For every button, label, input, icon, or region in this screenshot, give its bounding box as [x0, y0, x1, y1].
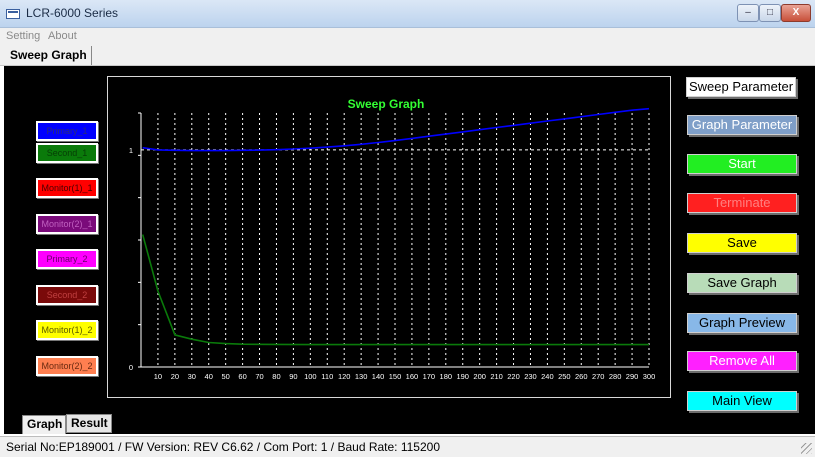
x-tick-label: 290	[626, 372, 639, 381]
series-button-second-2[interactable]: Second_2	[36, 285, 98, 305]
series-button-monitor1-2[interactable]: Monitor(1)_2	[36, 320, 98, 340]
x-tick-label: 270	[592, 372, 605, 381]
window-title: LCR-6000 Series	[26, 6, 119, 20]
save-graph-button[interactable]: Save Graph	[687, 273, 797, 293]
x-tick-label: 150	[389, 372, 402, 381]
chart-title: Sweep Graph	[348, 97, 425, 111]
app-icon	[6, 9, 20, 19]
top-tab-bar: Sweep Graph	[0, 44, 815, 66]
remove-all-button[interactable]: Remove All	[687, 351, 797, 371]
x-tick-label: 60	[238, 372, 246, 381]
tab-result[interactable]: Result	[66, 414, 112, 433]
terminate-button[interactable]: Terminate	[687, 193, 797, 213]
x-tick-label: 260	[575, 372, 588, 381]
series-line-2	[141, 234, 649, 346]
x-tick-label: 180	[440, 372, 453, 381]
x-tick-label: 200	[473, 372, 486, 381]
x-tick-label: 10	[154, 372, 162, 381]
menu-about[interactable]: About	[48, 30, 77, 42]
series-button-monitor2-2[interactable]: Monitor(2)_2	[36, 356, 98, 376]
graph-preview-button[interactable]: Graph Preview	[687, 313, 797, 333]
resize-grip-icon[interactable]	[801, 443, 812, 454]
x-tick-label: 130	[355, 372, 368, 381]
x-tick-label: 80	[272, 372, 280, 381]
x-tick-label: 30	[188, 372, 196, 381]
x-tick-label: 110	[321, 372, 333, 381]
graph-parameter-button[interactable]: Graph Parameter	[687, 115, 797, 135]
x-tick-label: 220	[507, 372, 520, 381]
x-tick-label: 280	[609, 372, 622, 381]
start-button[interactable]: Start	[687, 154, 797, 174]
x-tick-label: 170	[423, 372, 436, 381]
x-tick-label: 230	[524, 372, 537, 381]
x-tick-label: 300	[643, 372, 656, 381]
status-bar: Serial No:EP189001 / FW Version: REV C6.…	[0, 436, 815, 457]
sweep-chart: Sweep Graph 10 20 30 40 50 60 70 80 90 100 110 120 1…	[129, 97, 656, 381]
series-button-primary-2[interactable]: Primary_2	[36, 249, 98, 269]
x-tick-label: 100	[304, 372, 317, 381]
series-line-1	[142, 107, 650, 152]
tab-graph[interactable]: Graph	[22, 415, 66, 434]
sweep-parameter-button[interactable]: Sweep Parameter	[686, 77, 796, 97]
x-tick-label: 160	[406, 372, 419, 381]
maximize-button[interactable]: □	[759, 4, 781, 22]
title-bar: LCR-6000 Series – □ X	[0, 0, 815, 28]
x-tick-label: 50	[221, 372, 229, 381]
x-tick-label: 90	[289, 372, 297, 381]
chart-frame: Sweep Graph 10 20 30 40 50 60 70 80 90 100 110 120 1…	[107, 76, 671, 398]
x-tick-label: 240	[541, 372, 554, 381]
main-view-button[interactable]: Main View	[687, 391, 797, 411]
menu-setting[interactable]: Setting	[6, 30, 41, 42]
menu-bar: Setting About	[0, 28, 815, 44]
series-button-monitor2-1[interactable]: Monitor(2)_1	[36, 214, 98, 234]
x-tick-label: 210	[490, 372, 503, 381]
close-button[interactable]: X	[781, 4, 811, 22]
minimize-button[interactable]: –	[737, 4, 759, 22]
x-tick-label: 70	[255, 372, 263, 381]
x-tick-label: 20	[171, 372, 179, 381]
series-button-second-1[interactable]: Second_1	[36, 143, 98, 163]
series-button-monitor1-1[interactable]: Monitor(1)_1	[36, 178, 98, 198]
status-text: Serial No:EP189001 / FW Version: REV C6.…	[6, 440, 441, 454]
save-button[interactable]: Save	[687, 233, 797, 253]
y-tick-label: 0	[129, 363, 133, 372]
x-tick-label: 120	[338, 372, 351, 381]
tab-sweep-graph[interactable]: Sweep Graph	[6, 46, 92, 65]
x-tick-label: 250	[558, 372, 571, 381]
series-button-primary-1[interactable]: Primary_1	[36, 121, 98, 141]
x-tick-label: 40	[205, 372, 213, 381]
x-tick-label: 190	[456, 372, 469, 381]
x-tick-label: 140	[372, 372, 385, 381]
sweep-graph-panel: Primary_1 Second_1 Monitor(1)_1 Monitor(…	[4, 66, 815, 434]
y-tick-label: 1	[129, 146, 133, 155]
